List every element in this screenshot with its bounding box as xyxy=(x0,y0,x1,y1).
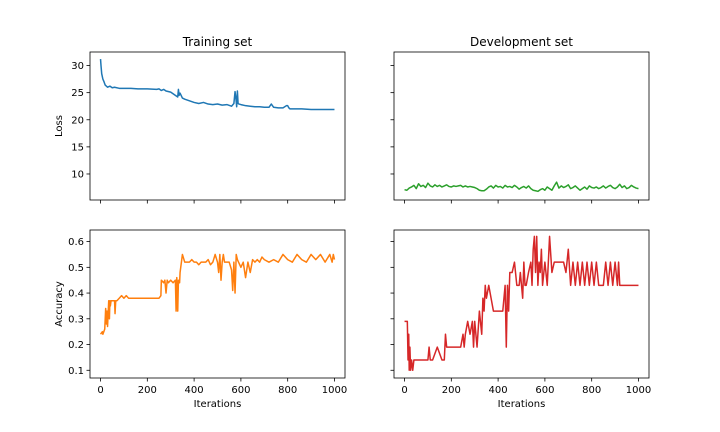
development-accuracy-x-tick-label: 800 xyxy=(582,385,601,396)
training-accuracy-x-tick-label: 200 xyxy=(138,385,157,396)
development-accuracy-series-line xyxy=(404,235,639,372)
training-accuracy-y-tick-label: 0.6 xyxy=(68,237,84,248)
training-accuracy-panel: 0 200 400 600 800 1000 0.1 0.2 0.3 0.4 0.5 0.6 Itera… xyxy=(54,229,347,410)
training-accuracy-y-tick-label: 0.3 xyxy=(68,314,84,325)
training-accuracy-y-tick-label: 0.4 xyxy=(68,289,84,300)
development-accuracy-x-axis-label: Iterations xyxy=(498,399,546,410)
training-accuracy-y-axis-label: Accuracy xyxy=(54,281,65,327)
training-accuracy-y-tick-label: 0.1 xyxy=(68,366,84,377)
development-accuracy-x-tick-label: 600 xyxy=(535,385,554,396)
training-accuracy-y-tick-label: 0.2 xyxy=(68,340,84,351)
training-loss-panel: 10 15 20 25 30 Training set Loss xyxy=(54,35,346,204)
training-loss-y-axis-label: Loss xyxy=(54,115,65,137)
training-loss-title: Training set xyxy=(182,35,253,49)
development-loss-title: Development set xyxy=(470,35,573,49)
training-accuracy-x-tick-label: 600 xyxy=(231,385,250,396)
training-accuracy-x-tick-label: 400 xyxy=(185,385,204,396)
training-loss-y-tick-label: 30 xyxy=(71,61,84,72)
development-accuracy-panel: 0 200 400 600 800 1000 Iterations xyxy=(390,229,651,410)
training-accuracy-series-line xyxy=(99,253,336,335)
training-loss-axes-frame xyxy=(89,51,346,201)
training-accuracy-axes-frame xyxy=(89,229,346,379)
development-loss-axes-frame xyxy=(393,51,650,201)
training-accuracy-x-tick-label: 800 xyxy=(278,385,297,396)
development-accuracy-x-tick-label: 400 xyxy=(489,385,508,396)
training-accuracy-x-tick-label: 0 xyxy=(97,385,103,396)
training-loss-y-tick-label: 20 xyxy=(71,115,84,126)
development-loss-series-line xyxy=(404,181,639,193)
development-accuracy-axes-frame xyxy=(393,229,650,379)
training-loss-y-tick-label: 25 xyxy=(71,88,84,99)
training-loss-y-tick-label: 10 xyxy=(71,169,84,180)
training-loss-series-line xyxy=(99,58,335,111)
training-accuracy-y-tick-label: 0.5 xyxy=(68,263,84,274)
development-accuracy-x-tick-label: 1000 xyxy=(626,385,651,396)
development-accuracy-x-tick-label: 200 xyxy=(442,385,461,396)
training-accuracy-x-tick-label: 1000 xyxy=(322,385,347,396)
training-loss-y-tick-label: 15 xyxy=(71,142,84,153)
development-loss-panel: Development set xyxy=(390,35,650,204)
training-accuracy-x-axis-label: Iterations xyxy=(194,399,242,410)
development-accuracy-x-tick-label: 0 xyxy=(401,385,407,396)
